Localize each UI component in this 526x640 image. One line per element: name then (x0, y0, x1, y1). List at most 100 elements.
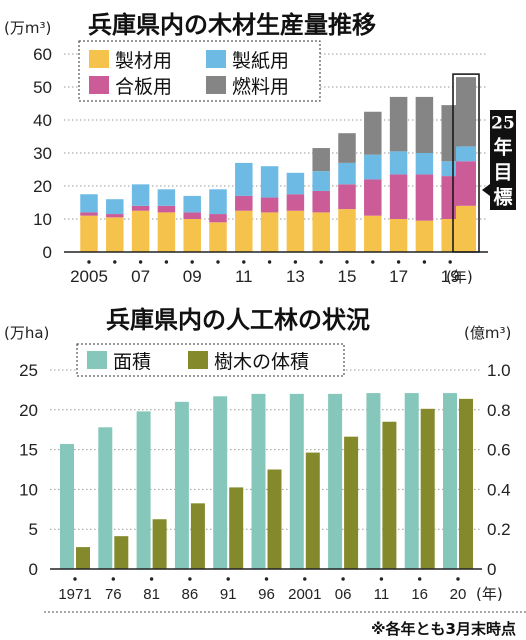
top-bar-segment (183, 195, 201, 213)
bottom-x-tick-label: 81 (143, 586, 160, 603)
top-year-unit: (年) (446, 268, 473, 286)
bottom-bar-area (98, 427, 113, 569)
top-bar-segment (235, 210, 253, 252)
bottom-bar-area (404, 393, 419, 569)
top-bar-segment (106, 217, 124, 252)
bottom-x-tick-labels: 1971 76 81 86 91 96 2001 06 11 16 20 (58, 586, 466, 603)
bottom-x-tick-dot (149, 577, 154, 581)
top-bar-segment (338, 209, 356, 252)
top-x-tick-label: 09 (183, 267, 202, 286)
target-bar-segment (456, 77, 476, 147)
top-bar-segment (415, 174, 434, 221)
top-bar-segment (157, 212, 176, 252)
bottom-x-tick-label: 96 (258, 586, 275, 603)
bottom-bar-area (443, 393, 457, 569)
bottom-y-tick-label-right: 0 (487, 560, 496, 579)
top-bar-segment (260, 166, 279, 198)
bottom-bar-volume (114, 536, 129, 569)
target-bar-segment (456, 205, 476, 252)
top-bar-segment (80, 215, 98, 252)
bottom-x-tick-label: 86 (182, 586, 199, 603)
bottom-bar-volume (229, 487, 244, 569)
top-y-tick-label: 40 (33, 111, 52, 130)
target-label-box (490, 110, 516, 210)
top-x-tick-dot (448, 260, 452, 264)
bottom-bar-area (136, 411, 151, 569)
top-bar-segment (106, 199, 124, 215)
top-bar-segment (209, 222, 227, 252)
top-y-tick-label: 0 (43, 243, 52, 262)
top-bar-segment (338, 162, 356, 185)
top-bar-segment (312, 212, 330, 252)
bottom-legend-label: 面積 (113, 351, 151, 373)
bottom-x-tick-label: 11 (374, 586, 390, 603)
bottom-x-tick-dot (264, 577, 269, 581)
top-bar-segment (312, 190, 330, 213)
bottom-x-tick-dot (188, 577, 192, 581)
footnote: ※各年とも3月末時点 (371, 620, 516, 638)
top-bar-segment (260, 197, 279, 213)
bottom-x-tick-label: 06 (335, 586, 352, 603)
top-bar-segment (441, 219, 459, 252)
top-bar-segment (389, 96, 408, 152)
bottom-chart-unit-left: (万ha) (4, 324, 49, 342)
bottom-x-tick-label: 91 (220, 586, 237, 603)
bottom-bar-volume (152, 519, 167, 569)
top-bar-segment (364, 179, 382, 216)
top-bar-segment (364, 154, 382, 180)
bottom-bar-volume (190, 503, 205, 569)
bottom-bar-area (328, 393, 343, 569)
top-bar-segment (389, 151, 408, 175)
top-bar-segment (183, 219, 201, 252)
top-legend-swatch (206, 76, 226, 94)
bottom-bar-volume (267, 469, 282, 569)
target-bar-segment (456, 161, 476, 206)
bottom-bar-area (366, 393, 381, 569)
top-bar-segment (209, 214, 227, 223)
bottom-chart-unit-right: (億m³) (464, 324, 511, 342)
top-bar-segment (80, 212, 98, 216)
top-x-tick-label: 07 (131, 267, 150, 286)
bottom-bar-volume (305, 452, 320, 569)
top-legend-label: 製材用 (115, 50, 172, 72)
top-bar-segment (235, 162, 253, 196)
top-chart-title: 兵庫県内の木材生産量推移 (88, 11, 376, 39)
top-legend-box (78, 40, 321, 102)
bottom-bar-volume (382, 421, 397, 569)
bottom-y-tick-label-right: 1.0 (487, 361, 511, 380)
top-bar-segment (312, 171, 330, 191)
bottom-chart-title: 兵庫県内の人工林の状況 (106, 306, 370, 334)
top-bar-segment (286, 210, 305, 252)
target-bar-segment (456, 146, 476, 162)
bottom-y-tick-label-left: 20 (19, 401, 38, 420)
bottom-y-tick-label-right: 0.4 (487, 480, 511, 499)
bottom-bar-volume (420, 408, 435, 569)
top-x-tick-dot (216, 260, 220, 264)
top-x-tick-dot (267, 260, 272, 264)
top-x-tick-labels: 2005 07 09 11 13 15 17 19 (70, 267, 460, 286)
top-x-tick-dot (190, 260, 194, 264)
top-bar-segment (131, 184, 150, 206)
bottom-bar-area (174, 401, 189, 569)
bottom-legend-box (76, 343, 345, 377)
top-x-tick-label: 17 (389, 267, 408, 286)
bottom-bar-area (251, 393, 266, 569)
bottom-x-tick-label: 76 (105, 586, 122, 603)
bottom-y-tick-labels-left: 0 5 10 15 20 25 (19, 361, 38, 579)
top-bar-segment (157, 205, 176, 213)
bottom-y-tick-label-left: 25 (19, 361, 38, 380)
top-bar-segment (441, 105, 459, 162)
bottom-x-tick-label: 20 (450, 586, 467, 603)
top-y-tick-label: 10 (33, 210, 52, 229)
bottom-legend-swatch (87, 351, 107, 369)
target-label: 25 年目標 (482, 110, 516, 210)
top-bar-segment (286, 194, 305, 211)
top-bar-segment (106, 214, 124, 218)
bottom-bar-area (60, 444, 74, 569)
bottom-y-tick-label-right: 0.6 (487, 441, 511, 460)
bottom-x-tick-label: 2001 (288, 586, 321, 603)
top-x-tick-dot (345, 260, 349, 264)
